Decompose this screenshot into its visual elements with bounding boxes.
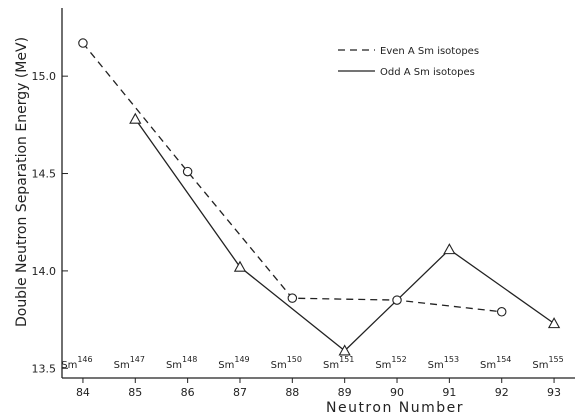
legend-even-label: Even A Sm isotopes bbox=[380, 46, 479, 57]
circle-marker bbox=[392, 295, 402, 305]
legend-odd-label: Odd A Sm isotopes bbox=[380, 67, 475, 78]
isotope-labels: Sm146 Sm147 Sm148 Sm149 Sm150 Sm151 Sm152 Sm153… bbox=[61, 355, 563, 371]
isotope-label: Sm149 bbox=[218, 355, 249, 371]
isotope-label: Sm150 bbox=[271, 355, 302, 371]
x-tick-label: 88 bbox=[285, 386, 299, 399]
x-tick-label: 89 bbox=[338, 386, 352, 399]
legend: Even A Sm isotopes Odd A Sm isotopes bbox=[338, 46, 479, 78]
series-even-line bbox=[82, 42, 502, 313]
axes bbox=[61, 8, 575, 379]
circle-marker bbox=[287, 293, 298, 303]
y-axis-title: Double Neutron Separation Energy (MeV) bbox=[14, 37, 30, 327]
x-tick-label: 90 bbox=[390, 386, 404, 399]
series-lines bbox=[82, 42, 555, 352]
isotope-label: Sm146 bbox=[61, 355, 92, 371]
isotope-label: Sm148 bbox=[166, 355, 197, 371]
y-ticks: 13.5 14.0 14.5 15.0 bbox=[32, 70, 68, 375]
isotope-label: Sm152 bbox=[375, 355, 406, 371]
circle-marker bbox=[182, 166, 193, 177]
x-tick-label: 93 bbox=[547, 386, 561, 399]
x-tick-label: 91 bbox=[442, 386, 456, 399]
circle-marker bbox=[78, 38, 88, 48]
isotope-label: Sm155 bbox=[532, 355, 563, 371]
isotope-label: Sm153 bbox=[428, 355, 459, 371]
triangle-marker bbox=[547, 317, 561, 329]
x-tick-label: 92 bbox=[495, 386, 509, 399]
isotope-label: Sm147 bbox=[114, 355, 145, 371]
x-tick-label: 85 bbox=[128, 386, 142, 399]
isotope-label: Sm151 bbox=[323, 355, 354, 371]
isotope-label: Sm154 bbox=[480, 355, 511, 371]
markers bbox=[78, 38, 561, 356]
triangle-marker bbox=[338, 344, 351, 356]
y-tick-label: 14.0 bbox=[32, 265, 57, 278]
x-ticks: 84 85 86 87 88 89 90 91 92 93 bbox=[76, 378, 561, 399]
triangle-marker bbox=[129, 112, 142, 124]
triangle-marker bbox=[233, 260, 247, 272]
series-odd-line bbox=[134, 118, 555, 352]
x-tick-label: 87 bbox=[233, 386, 247, 399]
triangle-marker bbox=[443, 243, 456, 255]
x-tick-label: 84 bbox=[76, 386, 90, 399]
x-tick-label: 86 bbox=[181, 386, 195, 399]
y-tick-label: 14.5 bbox=[32, 168, 57, 181]
y-tick-label: 15.0 bbox=[32, 70, 57, 83]
circle-marker bbox=[496, 307, 507, 317]
y-tick-label: 13.5 bbox=[32, 362, 57, 375]
x-axis-title: Neutron Number bbox=[326, 400, 464, 416]
